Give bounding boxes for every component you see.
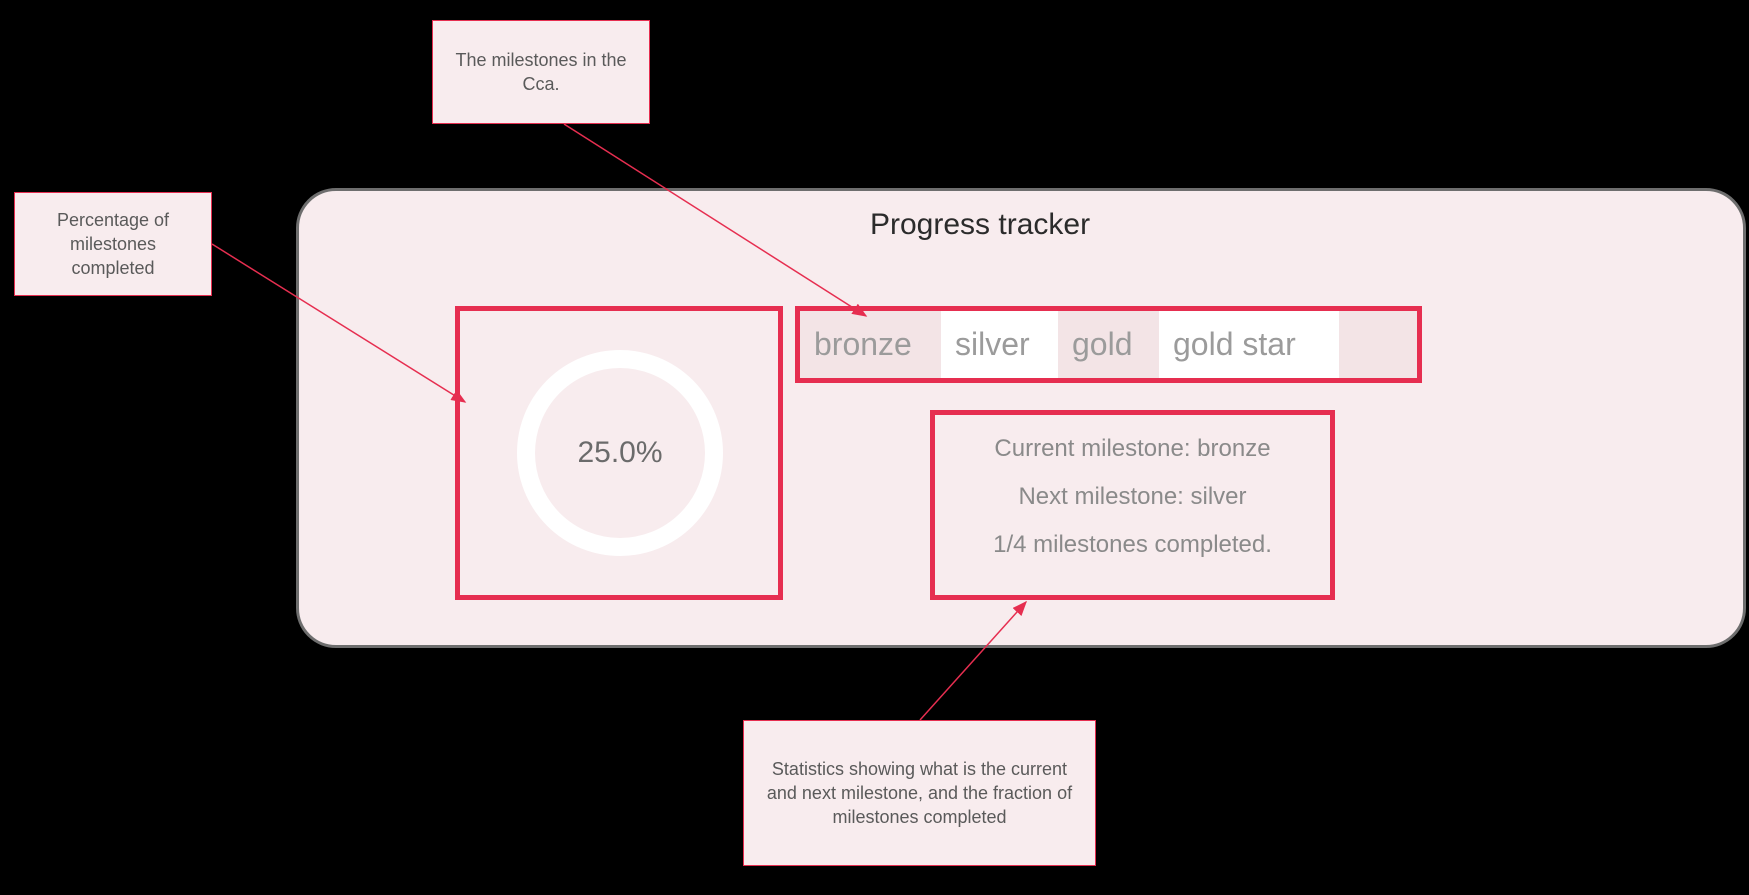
milestone-gold-star: gold star [1159, 311, 1339, 378]
callout-percentage: Percentage of milestones completed [14, 192, 212, 296]
milestone-trailing [1339, 311, 1417, 378]
progress-percent-label: 25.0% [577, 436, 662, 470]
milestone-bar: bronze silver gold gold star [800, 311, 1417, 378]
progress-ring: 25.0% [517, 350, 723, 556]
stat-next: Next milestone: silver [930, 473, 1335, 521]
callout-stats: Statistics showing what is the current a… [743, 720, 1096, 866]
callout-text: The milestones in the Cca. [447, 48, 635, 97]
progress-tracker-title: Progress tracker [870, 208, 1090, 242]
callout-milestones: The milestones in the Cca. [432, 20, 650, 124]
callout-text: Statistics showing what is the current a… [758, 757, 1081, 830]
callout-text: Percentage of milestones completed [29, 208, 197, 281]
stat-fraction: 1/4 milestones completed. [930, 521, 1335, 569]
stat-current: Current milestone: bronze [930, 425, 1335, 473]
milestone-stats: Current milestone: bronze Next milestone… [930, 425, 1335, 569]
milestone-bronze: bronze [800, 311, 941, 378]
milestone-silver: silver [941, 311, 1058, 378]
milestone-gold: gold [1058, 311, 1159, 378]
